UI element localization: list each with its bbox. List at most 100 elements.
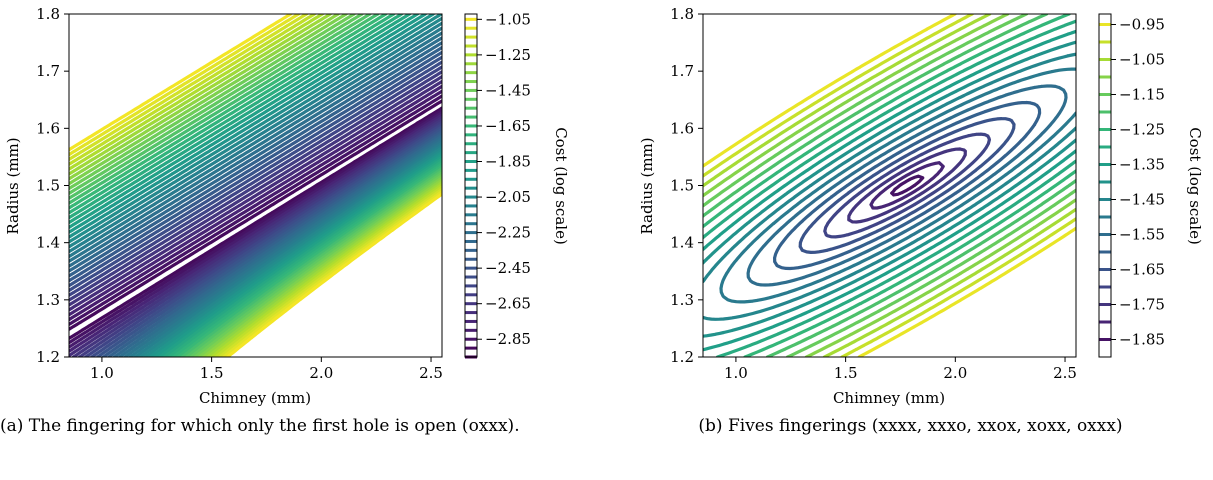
colorbar-tick-label: −1.35 (1119, 156, 1165, 174)
y-tick-label: 1.7 (36, 62, 60, 80)
y-tick-label: 1.2 (36, 348, 60, 366)
contour-line (69, 60, 442, 357)
panel-b-y-label: Radius (mm) (638, 137, 656, 234)
panel-b-x-ticks: 1.0 1.5 2.0 2.5 (724, 357, 1077, 382)
contour-line (703, 14, 1076, 357)
colorbar-tick-label: −1.45 (485, 81, 531, 99)
colorbar-tick-label: −1.25 (1119, 121, 1165, 139)
contour-line (69, 14, 442, 357)
contour-line (703, 52, 1076, 321)
y-tick-label: 1.4 (36, 234, 60, 252)
contour-line (719, 67, 1076, 304)
colorbar-tick-label: −1.05 (1119, 51, 1165, 69)
figure: 1.0 1.5 2.0 2.5 1.2 1.3 1.4 1.5 1.6 1.7 1.8 Chimn… (4, 5, 1204, 407)
contour-line (847, 147, 967, 224)
caption-b: (b) Fives fingerings (xxxx, xxxo, xxox, … (698, 416, 1123, 436)
panel-a-x-label: Chimney (mm) (199, 389, 311, 407)
colorbar-tick-label: −1.85 (1119, 331, 1165, 349)
colorbar-tick-label: −2.85 (485, 330, 531, 348)
panel-b-x-label: Chimney (mm) (833, 389, 945, 407)
panel-b-colorbar-label: Cost (log scale) (1186, 127, 1204, 245)
contour-line (69, 14, 442, 357)
contour-line (773, 100, 1042, 271)
x-tick-label: 1.0 (90, 364, 114, 382)
contour-line (703, 14, 1076, 357)
contour-line (69, 14, 442, 357)
y-tick-label: 1.5 (36, 177, 60, 195)
x-tick-label: 2.5 (419, 364, 443, 382)
colorbar-tick-label: −1.25 (485, 46, 531, 64)
contour-line (69, 79, 442, 357)
contour-line (69, 14, 442, 357)
contour-line (69, 89, 442, 349)
colorbar-tick-label: −2.05 (485, 188, 531, 206)
y-tick-label: 1.6 (36, 119, 60, 137)
y-tick-label: 1.4 (670, 234, 694, 252)
y-tick-label: 1.3 (36, 291, 60, 309)
contour-line (69, 14, 442, 357)
contour-line (69, 16, 442, 357)
contour-line (703, 29, 1076, 352)
panel-b: 1.0 1.5 2.0 2.5 1.2 1.3 1.4 1.5 1.6 1.7 1.8 Chimn… (638, 5, 1204, 407)
panel-a-colorbar: −1.05 −1.25 −1.45 −1.65 −1.85 −2.05 −2.25 −2.45… (464, 10, 531, 359)
contour-line (69, 84, 442, 353)
x-tick-label: 1.5 (834, 364, 858, 382)
contour-line (69, 14, 442, 357)
x-tick-label: 1.0 (724, 364, 748, 382)
contour-line (69, 14, 442, 357)
panel-b-colorbar: −0.95 −1.05 −1.15 −1.25 −1.35 −1.45 −1.55 −1.65… (1098, 13, 1165, 358)
colorbar-tick-label: −1.75 (1119, 296, 1165, 314)
y-tick-label: 1.8 (670, 5, 694, 23)
y-tick-label: 1.6 (670, 119, 694, 137)
contour-line (869, 161, 945, 210)
contour-line (69, 94, 442, 345)
y-tick-label: 1.5 (670, 177, 694, 195)
colorbar-frame (464, 13, 478, 358)
panel-a-colorbar-label: Cost (log scale) (552, 127, 570, 245)
panel-a-contours (69, 14, 442, 357)
x-tick-label: 2.0 (943, 364, 967, 382)
contour-line (798, 117, 1016, 254)
colorbar-tick-label: −1.65 (485, 117, 531, 135)
colorbar-tick-label: −1.45 (1119, 191, 1165, 209)
contour-line (69, 36, 442, 357)
contour-line (69, 65, 442, 357)
contour-line (69, 14, 442, 357)
contour-line (703, 40, 1076, 338)
panel-b-contours (703, 14, 1076, 357)
contour-line (69, 21, 442, 357)
contour-line (69, 31, 442, 357)
colorbar-tick-label: −1.05 (485, 10, 531, 28)
contour-line (890, 174, 925, 197)
colorbar-tick-label: −2.45 (485, 259, 531, 277)
panel-a-x-ticks: 1.0 1.5 2.0 2.5 (90, 357, 443, 382)
contour-line (69, 14, 442, 357)
contour-line (746, 84, 1068, 287)
contour-line (69, 14, 442, 357)
contour-line (69, 14, 442, 357)
contour-line (69, 14, 442, 357)
contour-line (69, 14, 442, 357)
y-tick-label: 1.2 (670, 348, 694, 366)
contour-line (69, 14, 442, 357)
colorbar-tick-label: −1.65 (1119, 261, 1165, 279)
contour-line (69, 14, 442, 357)
y-tick-label: 1.7 (670, 62, 694, 80)
x-tick-label: 2.5 (1053, 364, 1077, 382)
colorbar-tick-label: −1.55 (1119, 226, 1165, 244)
x-tick-label: 1.5 (200, 364, 224, 382)
colorbar-tick-label: −1.15 (1119, 86, 1165, 104)
colorbar-tick-label: −2.65 (485, 295, 531, 313)
contour-line (69, 14, 442, 357)
colorbar-tick-label: −0.95 (1119, 16, 1165, 34)
caption-a: (a) The fingering for which only the fir… (0, 416, 520, 436)
panel-a-y-ticks: 1.2 1.3 1.4 1.5 1.6 1.7 1.8 (36, 5, 69, 366)
contour-line (69, 50, 442, 357)
y-tick-label: 1.3 (670, 291, 694, 309)
x-tick-label: 2.0 (309, 364, 333, 382)
contour-line (823, 132, 991, 239)
colorbar-tick-label: −2.25 (485, 224, 531, 242)
colorbar-tick-label: −1.85 (485, 153, 531, 171)
y-tick-label: 1.8 (36, 5, 60, 23)
contour-line (703, 14, 1076, 357)
